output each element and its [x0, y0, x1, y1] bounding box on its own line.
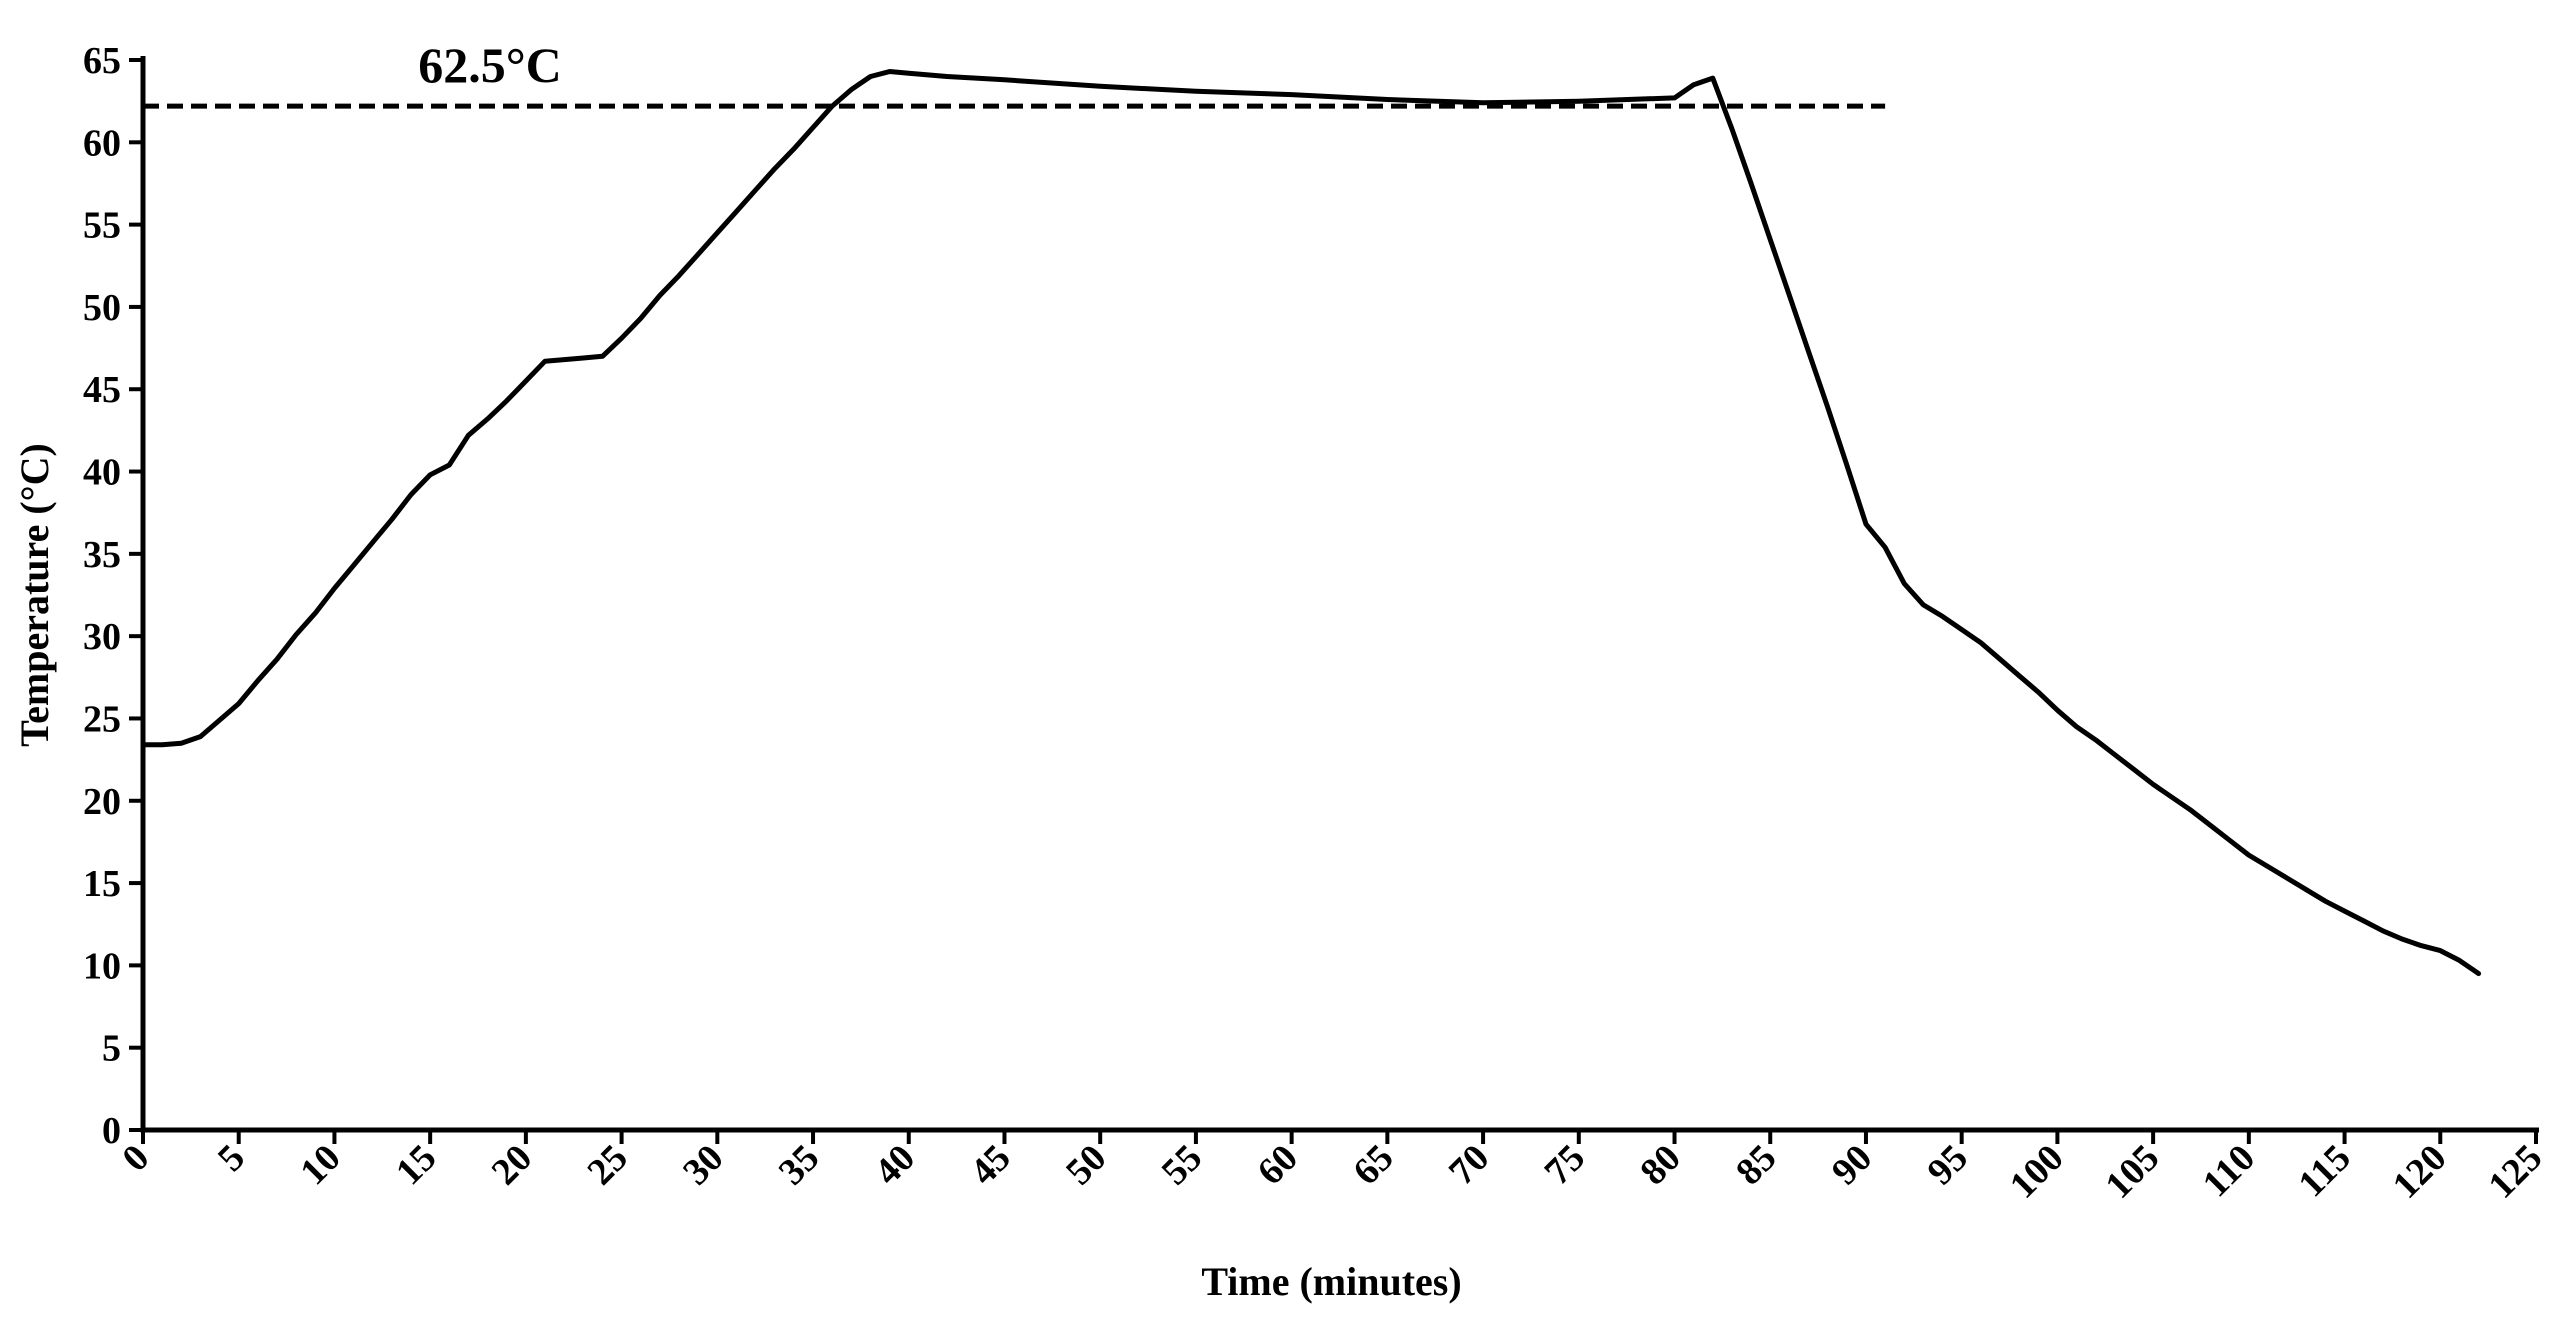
x-axis-title: Time (minutes)	[1201, 1259, 1461, 1304]
y-axis: 0 5 10 15 20 25 30 35 40 45 50 55 60 65	[83, 40, 146, 1152]
x-tick-label: 20	[484, 1137, 541, 1194]
y-tick-label: 40	[83, 452, 121, 494]
y-tick-label: 25	[83, 698, 121, 740]
x-tick-label: 125	[2480, 1137, 2550, 1207]
y-tick-label: 0	[102, 1110, 121, 1152]
y-axis-title: Temperature (°C)	[12, 443, 57, 747]
plot-area	[140, 69, 2482, 977]
x-tick-label: 25	[579, 1137, 636, 1194]
x-tick-label: 35	[771, 1137, 828, 1194]
x-tick-label: 55	[1154, 1137, 1211, 1194]
x-tick-label: 65	[1345, 1137, 1402, 1194]
x-tick-label: 15	[388, 1137, 445, 1194]
y-tick-label: 5	[102, 1028, 121, 1070]
x-tick-label: 75	[1537, 1137, 1594, 1194]
x-tick-label: 80	[1632, 1137, 1689, 1194]
x-tick-label: 40	[867, 1137, 924, 1194]
x-tick-label: 50	[1058, 1137, 1115, 1194]
y-tick-label: 35	[83, 534, 121, 576]
x-tick-label: 45	[962, 1137, 1019, 1194]
y-tick-label: 55	[83, 205, 121, 247]
y-tick-label: 45	[83, 369, 121, 411]
x-axis: 0 5 10 15 20 25 30 35 40 45 50 55 60 65 70 75 80 85 90 95 10…	[114, 1127, 2550, 1207]
x-tick-label: 70	[1441, 1137, 1498, 1194]
y-tick-label: 15	[83, 863, 121, 905]
x-tick-label: 30	[675, 1137, 732, 1194]
x-tick-label: 100	[2002, 1137, 2072, 1207]
y-tick-label: 20	[83, 781, 121, 823]
x-tick-label: 60	[1249, 1137, 1306, 1194]
series-line	[140, 69, 2482, 977]
y-tick-label: 60	[83, 122, 121, 164]
y-tick-label: 65	[83, 40, 121, 82]
x-tick-label: 115	[2290, 1137, 2359, 1206]
y-tick-label: 30	[83, 616, 121, 658]
x-tick-label: 90	[1824, 1137, 1881, 1194]
x-tick-label: 120	[2385, 1137, 2455, 1207]
y-tick-label: 50	[83, 287, 121, 329]
x-tick-label: 95	[1919, 1137, 1976, 1194]
x-tick-label: 110	[2195, 1137, 2264, 1206]
x-tick-label: 5	[210, 1137, 253, 1180]
x-tick-label: 85	[1728, 1137, 1785, 1194]
x-tick-label: 10	[292, 1137, 349, 1194]
x-tick-label: 105	[2097, 1137, 2167, 1207]
reference-line-label: 62.5°C	[418, 37, 562, 93]
y-tick-label: 10	[83, 945, 121, 987]
